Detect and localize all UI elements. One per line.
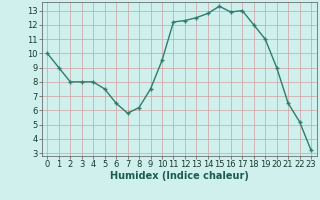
X-axis label: Humidex (Indice chaleur): Humidex (Indice chaleur) (110, 171, 249, 181)
